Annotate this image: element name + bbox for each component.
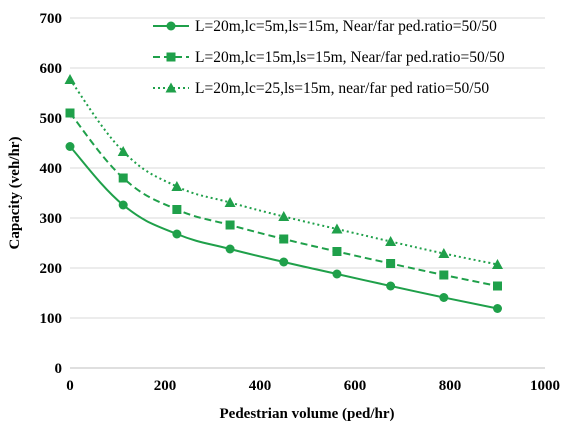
series-2-point-4 — [279, 234, 289, 244]
y-tick-label-700: 700 — [40, 11, 63, 27]
series-3-point-6 — [385, 236, 397, 246]
series-1-point-8 — [493, 304, 502, 313]
legend-entry-3: L=20m,lc=25,ls=15m, near/far ped ratio=5… — [153, 80, 489, 97]
legend-marker-3 — [165, 82, 177, 93]
series-1-point-3 — [225, 244, 235, 254]
legend-marker-2 — [166, 52, 176, 62]
series-1-point-4 — [279, 257, 289, 267]
x-tick-label-1000: 1000 — [530, 378, 560, 394]
series-2-point-1 — [118, 173, 128, 183]
series-1-line — [69, 145, 498, 310]
y-tick-label-400: 400 — [40, 161, 63, 177]
y-axis-label: Capacity (veh/hr) — [7, 137, 23, 250]
series-3-point-4 — [278, 211, 290, 221]
series-3-line — [69, 78, 498, 266]
x-axis-label: Pedestrian volume (ped/hr) — [220, 406, 395, 422]
series-2-point-6 — [386, 259, 396, 268]
series-2-point-0 — [65, 108, 75, 118]
series-2 — [65, 108, 502, 291]
series-1-point-6 — [386, 281, 396, 291]
x-tick-label-600: 600 — [344, 378, 367, 394]
series-3-point-8 — [492, 259, 503, 269]
series-3-point-3 — [224, 197, 236, 207]
legend-label-2: L=20m,lc=15m,ls=15m, Near/far ped.ratio=… — [195, 49, 505, 66]
grid-layer — [70, 17, 545, 319]
series-2-point-3 — [225, 220, 235, 230]
series-3-point-0 — [64, 74, 76, 84]
series-1 — [65, 142, 502, 313]
series-2-point-5 — [332, 247, 342, 256]
series-1-point-5 — [332, 269, 342, 279]
axis-layer: 0 100 200 300 400 500 600 700 0 200 400 600 800 1000 — [40, 11, 561, 394]
series-1-point-1 — [118, 200, 128, 210]
series-1-point-7 — [439, 293, 449, 302]
series-1-point-2 — [172, 229, 182, 239]
series-layer — [64, 74, 503, 313]
x-tick-label-800: 800 — [439, 378, 462, 394]
y-tick-label-600: 600 — [40, 61, 63, 77]
x-tick-label-200: 200 — [154, 378, 177, 394]
series-3 — [64, 74, 503, 269]
y-tick-label-100: 100 — [40, 311, 63, 327]
legend-label-3: L=20m,lc=25,ls=15m, near/far ped ratio=5… — [195, 80, 489, 97]
x-tick-label-0: 0 — [66, 378, 74, 394]
y-tick-label-200: 200 — [40, 261, 63, 277]
legend: L=20m,lc=5m,ls=15m, Near/far ped.ratio=5… — [153, 18, 505, 97]
series-3-point-7 — [438, 248, 450, 258]
y-tick-label-0: 0 — [55, 361, 63, 377]
legend-label-1: L=20m,lc=5m,ls=15m, Near/far ped.ratio=5… — [195, 18, 497, 35]
series-3-point-2 — [171, 181, 183, 191]
series-3-point-5 — [331, 223, 343, 234]
legend-entry-2: L=20m,lc=15m,ls=15m, Near/far ped.ratio=… — [153, 49, 505, 66]
legend-entry-1: L=20m,lc=5m,ls=15m, Near/far ped.ratio=5… — [153, 18, 497, 35]
series-3-point-1 — [117, 146, 129, 156]
series-2-point-8 — [493, 281, 502, 291]
legend-marker-1 — [166, 21, 176, 31]
x-tick-label-400: 400 — [249, 378, 272, 394]
y-tick-label-500: 500 — [40, 111, 63, 127]
series-2-point-7 — [439, 270, 449, 280]
series-1-point-0 — [65, 142, 75, 151]
y-tick-label-300: 300 — [40, 211, 63, 227]
series-2-point-2 — [172, 205, 182, 214]
